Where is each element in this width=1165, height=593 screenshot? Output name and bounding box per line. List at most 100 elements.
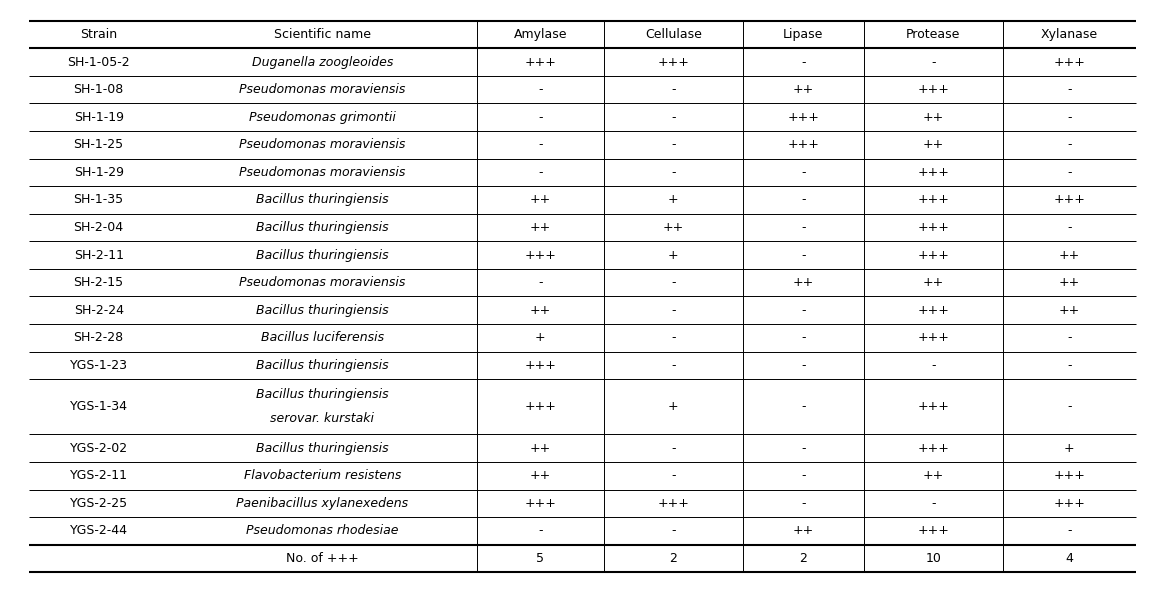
- Text: -: -: [671, 359, 676, 372]
- Text: SH-2-11: SH-2-11: [73, 248, 123, 262]
- Text: SH-2-04: SH-2-04: [73, 221, 123, 234]
- Text: Scientific name: Scientific name: [274, 28, 370, 41]
- Text: Strain: Strain: [80, 28, 118, 41]
- Text: Pseudomonas moraviensis: Pseudomonas moraviensis: [239, 83, 405, 96]
- Text: ++: ++: [923, 276, 944, 289]
- Text: Bacillus thuringiensis: Bacillus thuringiensis: [256, 388, 389, 401]
- Text: -: -: [802, 469, 805, 482]
- Text: +++: +++: [524, 56, 556, 69]
- Text: -: -: [1067, 221, 1072, 234]
- Text: -: -: [802, 193, 805, 206]
- Text: -: -: [671, 469, 676, 482]
- Text: +++: +++: [657, 497, 690, 510]
- Text: -: -: [931, 56, 935, 69]
- Text: -: -: [802, 359, 805, 372]
- Text: SH-2-28: SH-2-28: [73, 331, 123, 345]
- Text: Pseudomonas rhodesiae: Pseudomonas rhodesiae: [246, 524, 398, 537]
- Text: -: -: [671, 111, 676, 124]
- Text: -: -: [802, 442, 805, 455]
- Text: SH-1-35: SH-1-35: [73, 193, 123, 206]
- Text: SH-1-19: SH-1-19: [73, 111, 123, 124]
- Text: SH-2-24: SH-2-24: [73, 304, 123, 317]
- Text: -: -: [671, 442, 676, 455]
- Text: ++: ++: [923, 111, 944, 124]
- Text: +++: +++: [788, 138, 819, 151]
- Text: 5: 5: [536, 552, 544, 565]
- Text: -: -: [802, 248, 805, 262]
- Text: +++: +++: [524, 497, 556, 510]
- Text: +++: +++: [917, 221, 949, 234]
- Text: +++: +++: [917, 304, 949, 317]
- Text: +++: +++: [1053, 193, 1086, 206]
- Text: +++: +++: [657, 56, 690, 69]
- Text: YGS-1-23: YGS-1-23: [70, 359, 128, 372]
- Text: YGS-2-02: YGS-2-02: [70, 442, 128, 455]
- Text: +++: +++: [1053, 56, 1086, 69]
- Text: +++: +++: [524, 359, 556, 372]
- Text: ++: ++: [530, 193, 551, 206]
- Text: ++: ++: [530, 442, 551, 455]
- Text: -: -: [1067, 166, 1072, 179]
- Text: +: +: [668, 248, 678, 262]
- Text: ++: ++: [1059, 248, 1080, 262]
- Text: Bacillus thuringiensis: Bacillus thuringiensis: [256, 221, 389, 234]
- Text: Lipase: Lipase: [783, 28, 824, 41]
- Text: -: -: [802, 304, 805, 317]
- Text: Flavobacterium resistens: Flavobacterium resistens: [243, 469, 401, 482]
- Text: Bacillus thuringiensis: Bacillus thuringiensis: [256, 248, 389, 262]
- Text: -: -: [671, 331, 676, 345]
- Text: -: -: [1067, 400, 1072, 413]
- Text: +++: +++: [917, 442, 949, 455]
- Text: -: -: [671, 304, 676, 317]
- Text: -: -: [538, 276, 543, 289]
- Text: -: -: [671, 524, 676, 537]
- Text: -: -: [802, 497, 805, 510]
- Text: SH-1-25: SH-1-25: [73, 138, 123, 151]
- Text: -: -: [1067, 331, 1072, 345]
- Text: Xylanase: Xylanase: [1040, 28, 1097, 41]
- Text: Pseudomonas moraviensis: Pseudomonas moraviensis: [239, 138, 405, 151]
- Text: -: -: [538, 166, 543, 179]
- Text: -: -: [931, 497, 935, 510]
- Text: Bacillus luciferensis: Bacillus luciferensis: [261, 331, 384, 345]
- Text: Bacillus thuringiensis: Bacillus thuringiensis: [256, 359, 389, 372]
- Text: ++: ++: [530, 469, 551, 482]
- Text: Bacillus thuringiensis: Bacillus thuringiensis: [256, 442, 389, 455]
- Text: Duganella zoogleoides: Duganella zoogleoides: [252, 56, 393, 69]
- Text: +: +: [1064, 442, 1074, 455]
- Text: ++: ++: [792, 83, 814, 96]
- Text: +++: +++: [917, 400, 949, 413]
- Text: SH-1-08: SH-1-08: [73, 83, 123, 96]
- Text: Bacillus thuringiensis: Bacillus thuringiensis: [256, 304, 389, 317]
- Text: YGS-1-34: YGS-1-34: [70, 400, 128, 413]
- Text: -: -: [671, 138, 676, 151]
- Text: Paenibacillus xylanexedens: Paenibacillus xylanexedens: [236, 497, 409, 510]
- Text: -: -: [802, 221, 805, 234]
- Text: -: -: [671, 83, 676, 96]
- Text: Amylase: Amylase: [514, 28, 567, 41]
- Text: ++: ++: [1059, 304, 1080, 317]
- Text: -: -: [802, 56, 805, 69]
- Text: -: -: [671, 166, 676, 179]
- Text: ++: ++: [923, 138, 944, 151]
- Text: +++: +++: [917, 524, 949, 537]
- Text: -: -: [1067, 359, 1072, 372]
- Text: -: -: [802, 166, 805, 179]
- Text: -: -: [671, 276, 676, 289]
- Text: SH-1-29: SH-1-29: [73, 166, 123, 179]
- Text: +++: +++: [788, 111, 819, 124]
- Text: Protease: Protease: [906, 28, 960, 41]
- Text: +: +: [668, 193, 678, 206]
- Text: ++: ++: [530, 304, 551, 317]
- Text: 10: 10: [925, 552, 941, 565]
- Text: -: -: [1067, 524, 1072, 537]
- Text: +++: +++: [917, 331, 949, 345]
- Text: serovar. kurstaki: serovar. kurstaki: [270, 412, 374, 425]
- Text: -: -: [1067, 111, 1072, 124]
- Text: -: -: [802, 400, 805, 413]
- Text: +++: +++: [917, 193, 949, 206]
- Text: Pseudomonas moraviensis: Pseudomonas moraviensis: [239, 276, 405, 289]
- Text: +: +: [668, 400, 678, 413]
- Text: +++: +++: [524, 400, 556, 413]
- Text: +: +: [535, 331, 545, 345]
